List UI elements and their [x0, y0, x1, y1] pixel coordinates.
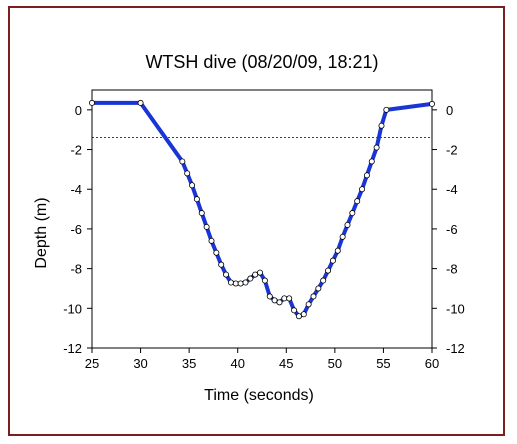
y-tick-label-left: -10 — [63, 301, 82, 316]
data-point — [281, 295, 288, 302]
data-point — [325, 267, 332, 274]
data-point — [213, 249, 220, 256]
data-point — [223, 271, 230, 278]
data-point — [315, 285, 322, 292]
data-point — [300, 311, 307, 318]
data-point — [291, 307, 298, 314]
chart-frame: WTSH dive (08/20/09, 18:21) 25 30 35 40 45 50… — [8, 6, 505, 436]
y-tick-label-right: -10 — [446, 301, 465, 316]
y-tick-label-right: -12 — [446, 341, 465, 356]
data-point — [363, 172, 370, 179]
data-point — [218, 261, 225, 268]
x-tick-label: 30 — [133, 356, 147, 371]
data-point — [344, 221, 351, 228]
data-point — [286, 295, 293, 302]
data-point — [295, 313, 302, 320]
y-tick-label-right: -6 — [446, 222, 458, 237]
x-tick-label: 25 — [85, 356, 99, 371]
data-point — [339, 233, 346, 240]
data-point — [227, 279, 234, 286]
data-point — [257, 269, 264, 276]
data-point — [368, 158, 375, 165]
series-line — [90, 100, 434, 319]
x-tick-label: 35 — [182, 356, 196, 371]
plot-border — [91, 89, 433, 349]
data-point — [89, 99, 96, 106]
data-point — [305, 301, 312, 308]
chart-title: WTSH dive (08/20/09, 18:21) — [145, 52, 378, 72]
data-point — [179, 158, 186, 165]
data-point — [137, 99, 144, 106]
y-tick-label-left: -6 — [70, 222, 82, 237]
data-point — [271, 297, 278, 304]
y-tick-label-left: 0 — [75, 103, 82, 118]
y-tick-label-right: 0 — [446, 103, 453, 118]
x-tick-label: 55 — [376, 356, 390, 371]
data-point — [247, 275, 254, 282]
x-tick-label: 60 — [425, 356, 439, 371]
data-point — [320, 277, 327, 284]
x-tick-label: 50 — [328, 356, 342, 371]
dive-depth-chart: WTSH dive (08/20/09, 18:21) 25 30 35 40 45 50… — [33, 52, 465, 404]
y-tick-label-left: -4 — [70, 182, 82, 197]
data-point — [276, 299, 283, 306]
data-point — [261, 277, 268, 284]
x-axis-title: Time (seconds) — [204, 387, 314, 404]
data-point — [428, 100, 435, 107]
data-point — [354, 198, 361, 205]
y-tick-label-right: -8 — [446, 262, 458, 277]
data-point — [349, 210, 356, 217]
y-tick-label-right: -4 — [446, 182, 458, 197]
x-tick-label: 45 — [279, 356, 293, 371]
data-point — [193, 196, 200, 203]
data-point — [329, 257, 336, 264]
data-point — [359, 186, 366, 193]
data-point — [184, 170, 191, 177]
data-point — [237, 280, 244, 287]
x-tick-label: 40 — [230, 356, 244, 371]
data-point — [203, 223, 210, 230]
y-tick-label-left: -8 — [70, 262, 82, 277]
data-point — [189, 182, 196, 189]
y-axis-title: Depth (m) — [33, 197, 50, 268]
data-point — [198, 210, 205, 217]
y-tick-label-left: -12 — [63, 341, 82, 356]
plot-area — [89, 89, 435, 349]
data-point — [373, 144, 380, 151]
data-point — [310, 293, 317, 300]
data-point — [242, 279, 249, 286]
data-point — [232, 280, 239, 287]
y-tick-label-left: -2 — [70, 143, 82, 158]
data-point — [383, 106, 390, 113]
data-point — [208, 237, 215, 244]
data-point — [334, 247, 341, 254]
data-point — [252, 271, 259, 278]
y-tick-label-right: -2 — [446, 143, 458, 158]
data-point — [378, 122, 385, 129]
data-point — [266, 293, 273, 300]
